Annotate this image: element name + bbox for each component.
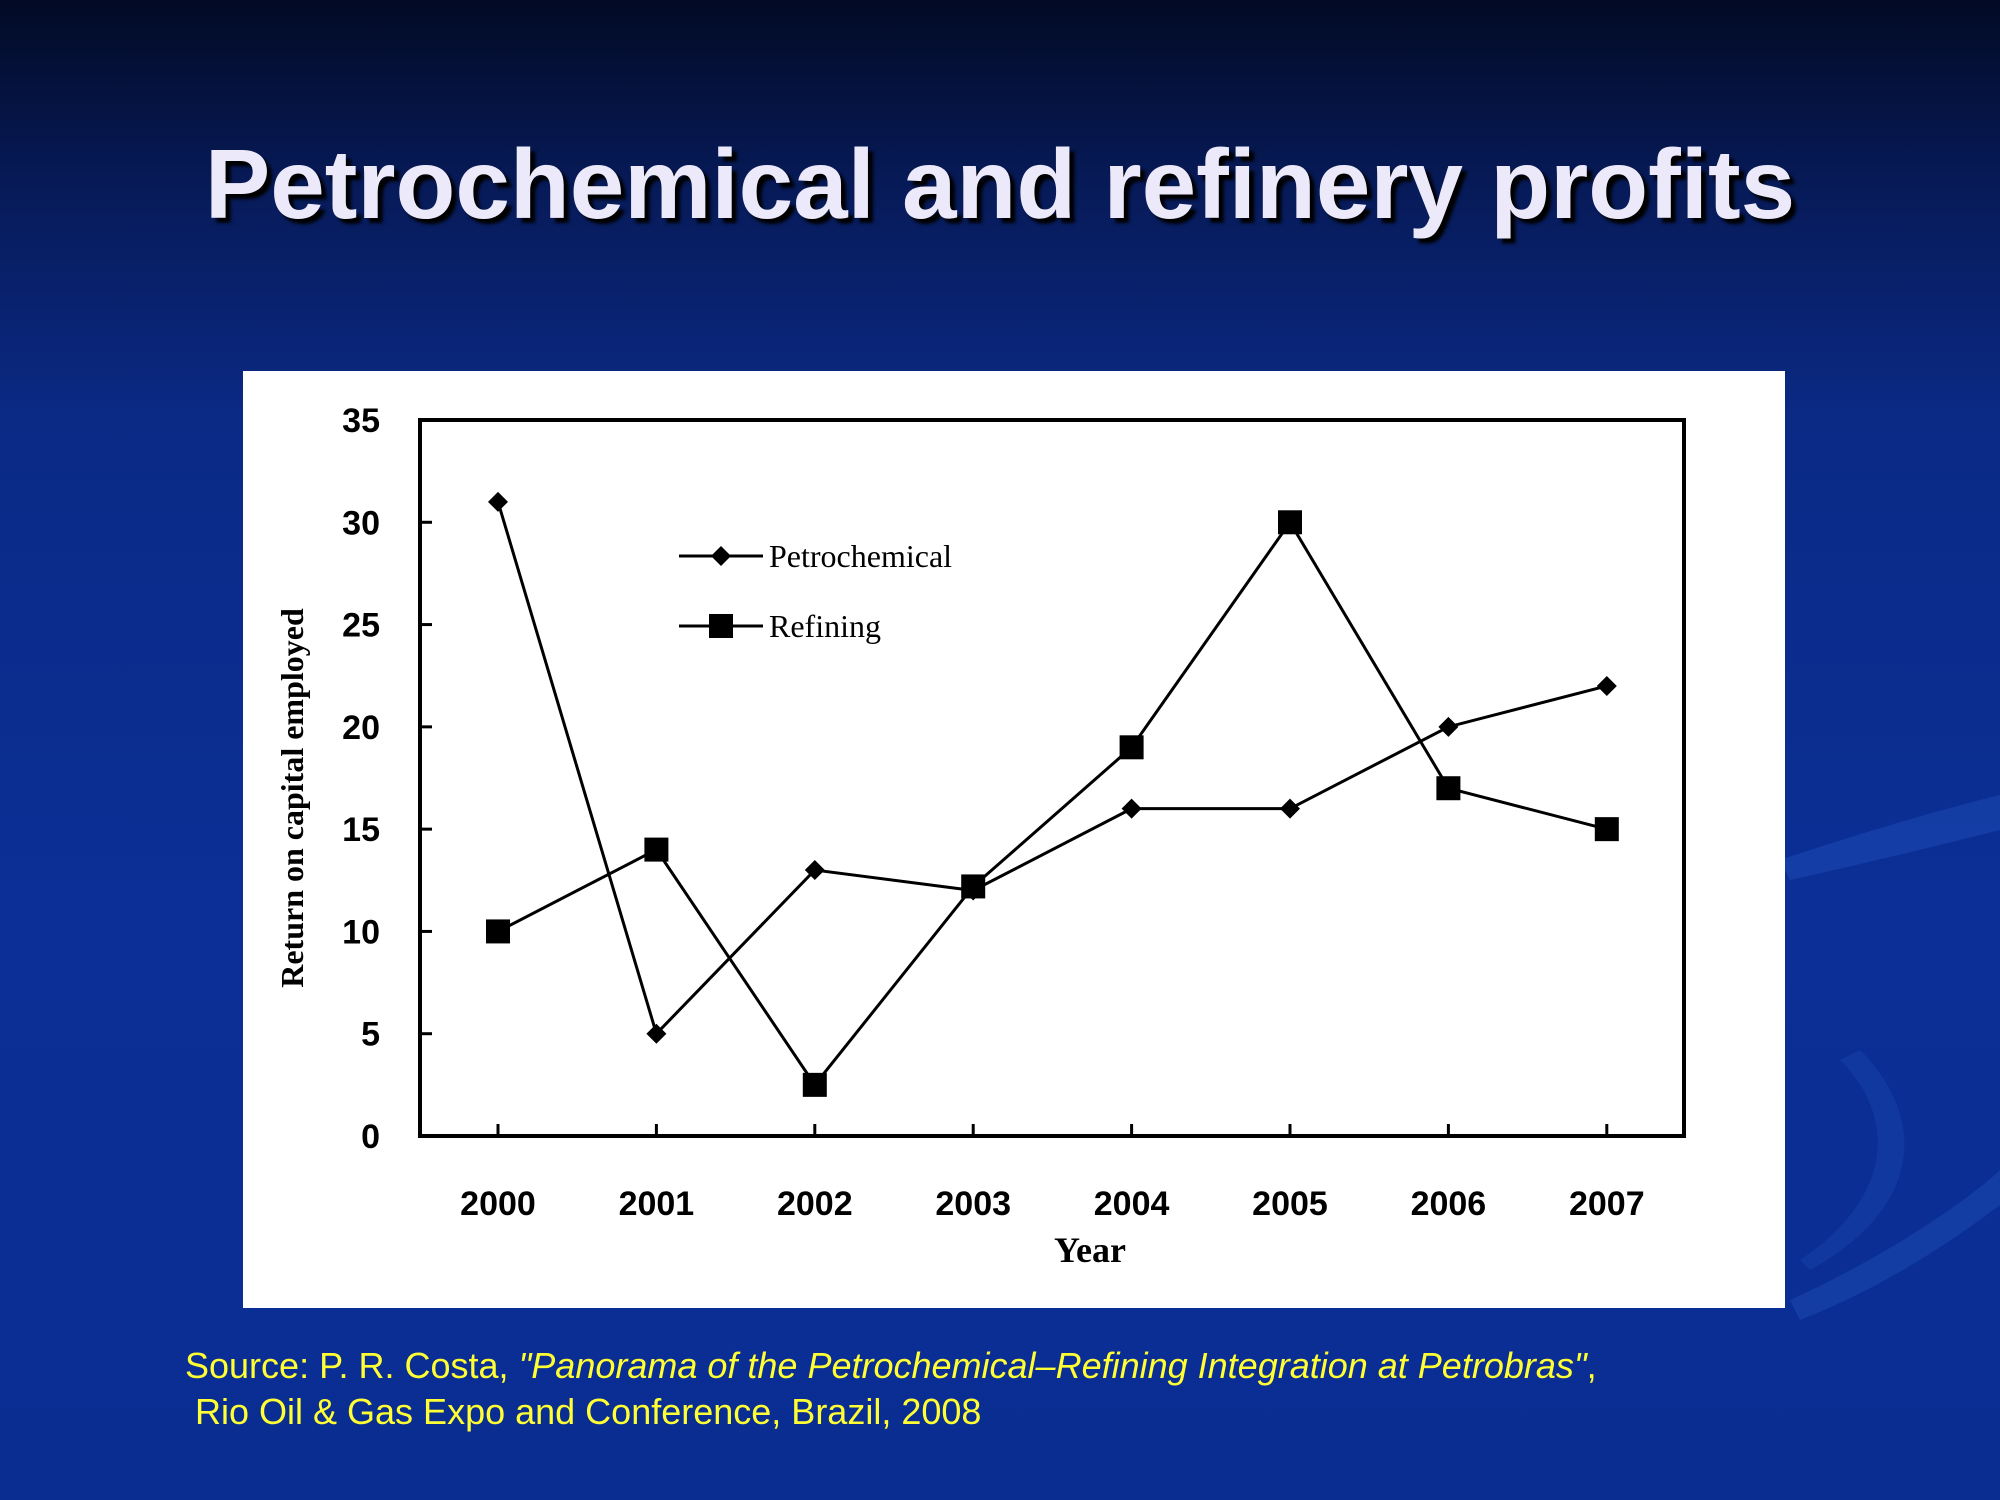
legend-label-petrochemical: Petrochemical [769, 538, 952, 574]
x-tick-label: 2003 [935, 1185, 1011, 1223]
data-point-petrochemical [1438, 716, 1459, 737]
series-line-petrochemical [496, 501, 1608, 1037]
slide-title: Petrochemical and refinery profits [204, 129, 1796, 239]
data-point-petrochemical [1121, 798, 1142, 819]
x-tick-label: 2005 [1252, 1185, 1328, 1223]
legend-marker-petrochemical [711, 546, 731, 566]
x-tick-label: 2006 [1411, 1185, 1487, 1223]
data-point-refining [961, 874, 986, 899]
source-line-2: Rio Oil & Gas Expo and Conference, Brazi… [195, 1391, 982, 1432]
data-point-petrochemical [488, 491, 508, 512]
source-prefix: Source: P. R. Costa, [185, 1345, 519, 1386]
data-point-petrochemical [804, 860, 825, 881]
x-tick-label: 2001 [619, 1185, 695, 1223]
source-suffix: , [1586, 1345, 1597, 1386]
y-tick-label: 35 [342, 402, 380, 440]
legend-marker-refining [709, 614, 733, 638]
y-tick-label: 15 [342, 811, 380, 849]
x-tick-label: 2002 [777, 1185, 853, 1223]
y-tick-label: 30 [342, 504, 380, 542]
x-tick-label: 2004 [1094, 1185, 1170, 1223]
y-axis-label: Return on capital employed [274, 608, 310, 988]
data-point-petrochemical [1596, 675, 1617, 696]
data-point-petrochemical [1280, 798, 1300, 819]
data-point-refining [802, 1072, 827, 1097]
y-tick-label: 5 [361, 1016, 380, 1054]
data-point-refining [1278, 510, 1302, 535]
source-line-1: Source: P. R. Costa, "Panorama of the Pe… [185, 1343, 1965, 1389]
x-tick-label: 2000 [460, 1185, 536, 1223]
data-point-petrochemical [646, 1023, 667, 1044]
data-point-refining [1594, 817, 1619, 842]
plot-area-frame [418, 418, 1686, 1138]
chart-panel: 0 5 10 15 20 25 30 35 2000 2001 2002 2003 2004 2005 2… [243, 371, 1785, 1308]
data-point-refining [644, 837, 669, 862]
data-point-refining [1436, 776, 1461, 801]
y-tick-label: 25 [342, 607, 380, 645]
source-work-title: "Panorama of the Petrochemical–Refining … [518, 1345, 1587, 1386]
source-citation: Source: P. R. Costa, "Panorama of the Pe… [185, 1343, 1965, 1435]
legend-label-refining: Refining [769, 608, 881, 644]
y-tick-label: 10 [342, 913, 380, 951]
y-tick-label: 0 [361, 1118, 380, 1156]
x-tick-label: 2007 [1569, 1185, 1645, 1223]
line-chart: 0 5 10 15 20 25 30 35 2000 2001 2002 2003 2004 2005 2… [274, 402, 1686, 1270]
x-axis-label: Year [1054, 1230, 1126, 1270]
data-point-refining [1119, 735, 1144, 760]
series-line-refining [497, 519, 1608, 1088]
y-tick-label: 20 [342, 709, 380, 747]
data-point-refining [486, 919, 510, 944]
